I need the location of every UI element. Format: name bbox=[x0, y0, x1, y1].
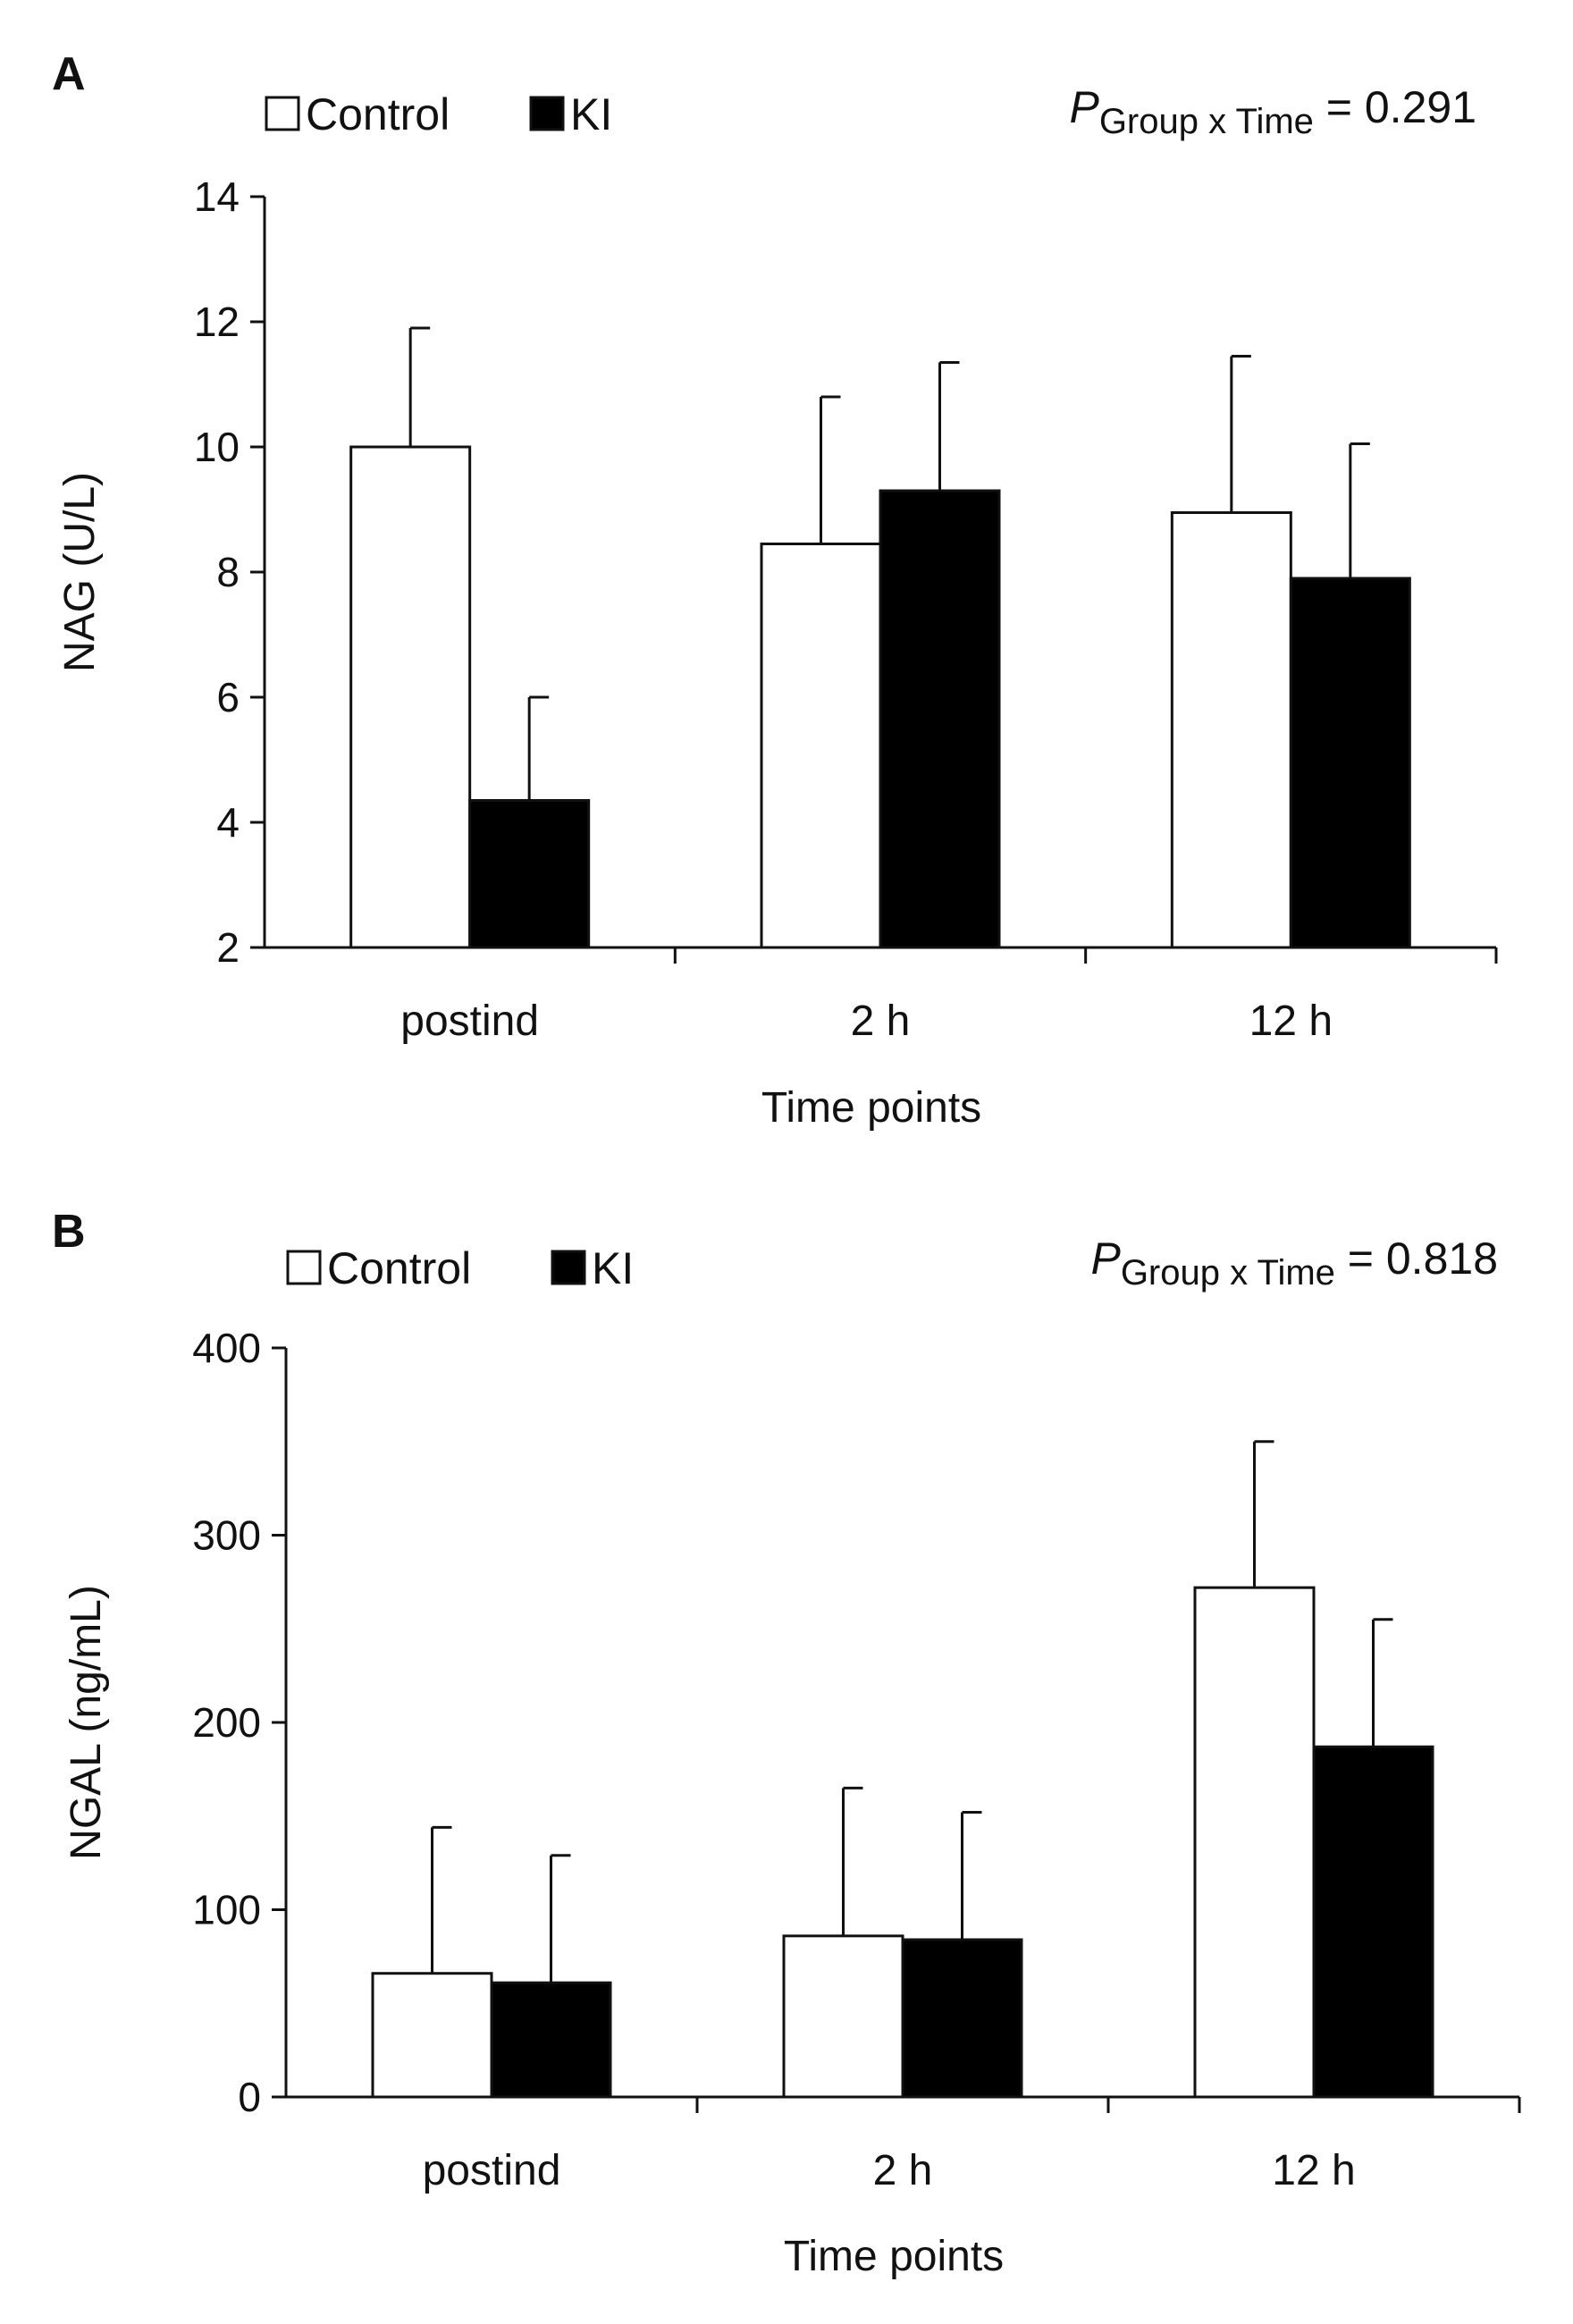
panel-b-y-tick-label-3: 300 bbox=[192, 1512, 261, 1559]
panel-a-bar-ki-0 bbox=[468, 799, 591, 949]
panel-a-y-tick-label-1: 4 bbox=[216, 799, 240, 846]
panel-b-bar-control-2 bbox=[1193, 1586, 1316, 2099]
panel-a-y-axis-title: NAG (U/L) bbox=[56, 472, 104, 672]
panel-a-y-tick-label-0: 2 bbox=[216, 924, 240, 971]
panel-a-legend-label-ki: KI bbox=[570, 89, 612, 139]
panel-a-y-tick-label-4: 10 bbox=[194, 424, 240, 470]
panel-b-y-tick-label-0: 0 bbox=[238, 2074, 261, 2120]
panel-b-p-value-symbol: P bbox=[1090, 1234, 1121, 1284]
panel-b-letter: B bbox=[52, 1206, 86, 1258]
panel-b-bar-control-1 bbox=[782, 1934, 904, 2099]
panel-b-bar-ki-1 bbox=[901, 1938, 1023, 2099]
panel-b-y-axis-title: NGAL (ng/mL) bbox=[63, 1585, 110, 1860]
panel-b-legend-swatch-ki bbox=[551, 1250, 586, 1285]
panel-a-x-axis-title: Time points bbox=[761, 1084, 981, 1132]
panel-b-legend-swatch-control bbox=[286, 1250, 322, 1285]
panel-a-bar-control-0 bbox=[349, 445, 472, 949]
panel-b-y-tick-label-2: 200 bbox=[192, 1699, 261, 1746]
panel-b-p-value-annotation: PGroup x Time = 0.818 bbox=[1090, 1234, 1498, 1293]
panel-b-bar-ki-0 bbox=[490, 1981, 612, 2099]
panel-b-x-axis-title: Time points bbox=[784, 2233, 1004, 2280]
panel-b-category-label-0: postind bbox=[423, 2147, 561, 2194]
panel-a-category-label-1: 2 h bbox=[851, 998, 911, 1045]
panel-a-y-tick-label-2: 6 bbox=[216, 674, 240, 720]
panel-a-bar-control-2 bbox=[1170, 511, 1292, 949]
panel-a-legend-swatch-ki bbox=[529, 96, 565, 131]
panel-b-legend-label-ki: KI bbox=[592, 1243, 634, 1293]
panel-a-category-label-0: postind bbox=[400, 998, 539, 1045]
panel-b-y-tick-label-4: 400 bbox=[192, 1325, 261, 1371]
panel-a-letter: A bbox=[52, 48, 86, 100]
panel-b-p-value-subscript: Group x Time bbox=[1121, 1253, 1335, 1293]
panel-a-p-value-annotation: PGroup x Time = 0.291 bbox=[1069, 82, 1476, 141]
panel-a-p-value-subscript: Group x Time bbox=[1099, 102, 1314, 141]
panel-a-legend-label-control: Control bbox=[306, 89, 450, 139]
panel-a-bar-ki-2 bbox=[1289, 577, 1411, 949]
panel-b-category-label-1: 2 h bbox=[873, 2147, 933, 2194]
panel-b-legend-label-control: Control bbox=[327, 1243, 471, 1293]
panel-b-p-value-text: = 0.818 bbox=[1335, 1234, 1498, 1284]
panel-a-y-tick-label-6: 14 bbox=[194, 173, 240, 220]
panel-a-legend-swatch-control bbox=[265, 96, 300, 131]
panel-a-y-tick-label-5: 12 bbox=[194, 299, 240, 345]
panel-b-bar-control-0 bbox=[371, 1972, 493, 2099]
panel-b-category-label-2: 12 h bbox=[1272, 2147, 1355, 2194]
panel-a-bar-ki-1 bbox=[879, 489, 1001, 949]
panel-a-bar-control-1 bbox=[760, 543, 882, 949]
panel-b-y-tick-label-1: 100 bbox=[192, 1887, 261, 1933]
panel-a-y-tick-label-3: 8 bbox=[216, 549, 240, 595]
panel-a-p-value-text: = 0.291 bbox=[1314, 82, 1476, 132]
panel-a-category-label-2: 12 h bbox=[1249, 998, 1333, 1045]
panel-a-p-value-symbol: P bbox=[1069, 82, 1099, 132]
panel-b-bar-ki-2 bbox=[1312, 1745, 1434, 2099]
